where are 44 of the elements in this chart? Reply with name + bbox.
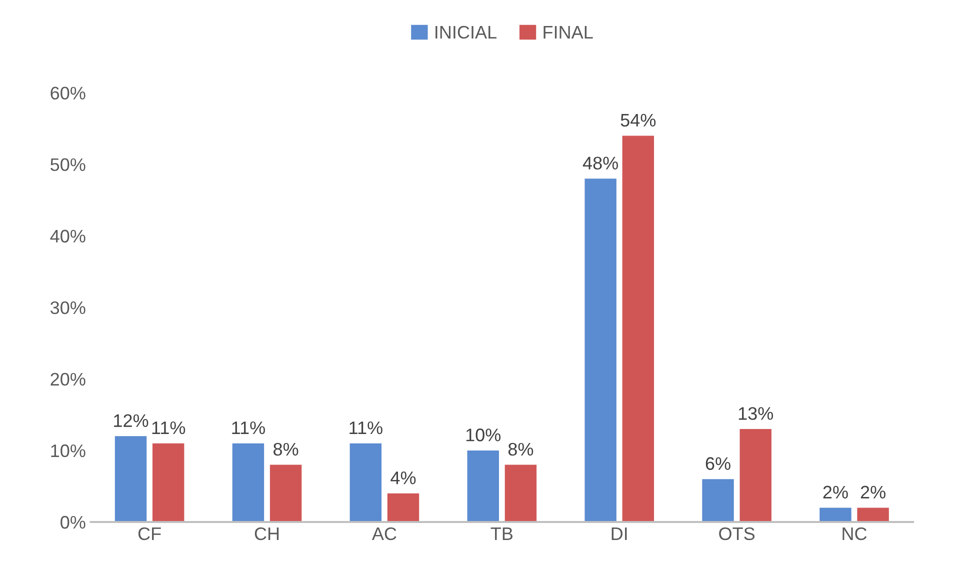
bar: [152, 443, 184, 522]
bar: [622, 136, 654, 522]
bar: [740, 429, 772, 522]
x-tick-label: CF: [138, 527, 161, 540]
y-tick-label: 20%: [50, 372, 86, 386]
y-tick-label: 10%: [51, 444, 86, 458]
x-tick-label: AC: [372, 527, 396, 540]
data-label: 2%: [823, 486, 848, 498]
x-tick-label: OTS: [719, 527, 755, 540]
bar: [270, 464, 302, 522]
bar: [584, 178, 616, 522]
y-tick-label: 60%: [50, 86, 86, 100]
y-tick-label: 50%: [50, 158, 86, 172]
data-label: 6%: [706, 457, 730, 470]
data-label: 8%: [274, 442, 298, 456]
legend-label: INICIAL: [436, 26, 496, 39]
data-label: 13%: [738, 407, 774, 420]
y-tick-label: 40%: [50, 230, 86, 243]
bar: [504, 464, 537, 522]
bar: [467, 450, 499, 522]
data-label: 11%: [152, 421, 186, 434]
data-label: 54%: [620, 114, 656, 127]
data-label: 12%: [114, 414, 148, 427]
bar: [387, 493, 420, 522]
bar: [857, 508, 889, 522]
y-tick-label: 0%: [60, 516, 86, 529]
x-tick-label: TB: [490, 528, 512, 540]
data-label: 48%: [582, 156, 618, 170]
bar: [820, 508, 852, 522]
x-tick-label: CH: [254, 527, 279, 540]
y-tick-label: 30%: [50, 301, 86, 314]
x-tick-label: NC: [842, 527, 867, 540]
legend-label: FINAL: [544, 26, 593, 38]
bar: [114, 436, 147, 522]
data-label: 10%: [466, 428, 501, 442]
data-label: 2%: [860, 486, 886, 498]
bar: [702, 479, 734, 522]
data-label: 4%: [390, 472, 416, 484]
x-tick-label: DI: [612, 528, 627, 540]
data-label: 11%: [350, 421, 382, 434]
data-label: 11%: [232, 421, 265, 434]
bar: [350, 443, 382, 522]
data-label: 8%: [508, 442, 534, 456]
bar: [232, 443, 264, 522]
